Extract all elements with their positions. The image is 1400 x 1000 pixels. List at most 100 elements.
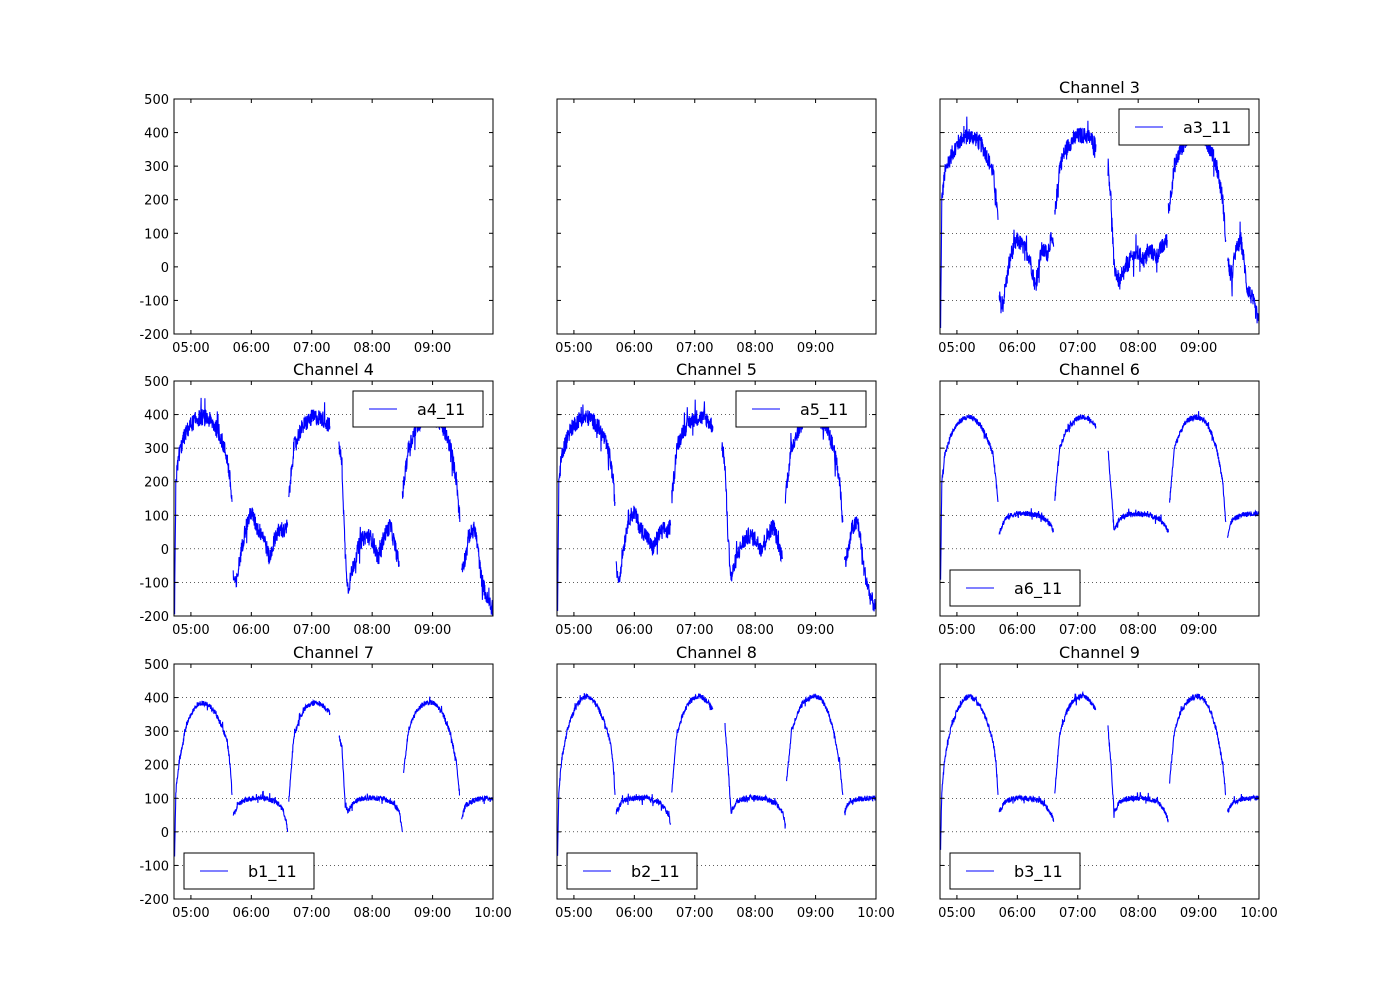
series-line-segment: [844, 516, 876, 612]
subplot-title: Channel 6: [1059, 360, 1140, 379]
series-line-segment: [288, 698, 331, 802]
series-line-segment: [461, 794, 493, 820]
series-line-segment: [174, 700, 233, 857]
y-tick-label: 300: [144, 442, 169, 457]
series-line-segment: [1169, 693, 1227, 796]
legend: a3_11: [1118, 108, 1250, 146]
subplot-7: -200 -100 0 100 200 300 400 500 05:00 06:00 07:00 0…: [139, 643, 511, 921]
axes-frame: [556, 663, 877, 900]
subplot-title: Channel 3: [1059, 78, 1140, 97]
series-line-segment: [1227, 509, 1259, 538]
x-tick-label: 06:00: [616, 623, 653, 638]
series-line-segment: [1227, 793, 1259, 814]
legend: a4_11: [352, 390, 484, 428]
subplot-8: 05:00 06:00 07:00 08:00 09:00 10:00 Channel 8 b…: [555, 643, 895, 921]
axes-frame: [173, 98, 494, 335]
series-line-segment: [786, 693, 844, 795]
x-tick-label: 05:00: [938, 906, 975, 921]
x-tick-label: 10:00: [857, 906, 894, 921]
series-line-segment: [288, 402, 331, 498]
x-tick-label: 06:00: [999, 623, 1036, 638]
series-line-segment: [403, 696, 461, 796]
x-tick-label: 10:00: [474, 906, 511, 921]
x-tick-label: 09:00: [1180, 906, 1217, 921]
x-tick-label: 05:00: [938, 623, 975, 638]
x-tick-label: 09:00: [797, 623, 834, 638]
subplot-title: Channel 4: [293, 360, 374, 379]
series-line-segment: [232, 507, 289, 588]
x-tick-label: 08:00: [736, 341, 773, 356]
y-tick-label: -100: [139, 576, 169, 591]
subplot-title: Channel 7: [293, 643, 374, 662]
subplot-6: 05:00 06:00 07:00 08:00 09:00 Channel 6 a6_11: [938, 360, 1260, 638]
x-tick-label: 08:00: [1119, 906, 1156, 921]
x-tick-label: 06:00: [233, 623, 270, 638]
series-line-segment: [557, 693, 616, 856]
x-tick-label: 08:00: [353, 623, 390, 638]
y-tick-label: -100: [139, 859, 169, 874]
series-line-segment: [998, 229, 1055, 314]
y-tick-label: -200: [139, 610, 169, 625]
x-tick-label: 06:00: [233, 341, 270, 356]
series-line-segment: [1169, 411, 1227, 523]
x-tick-label: 07:00: [293, 341, 330, 356]
series-line-segment: [998, 508, 1055, 535]
series-line-segment: [338, 735, 403, 832]
y-tick-label: 200: [144, 194, 169, 209]
axes-frame: [939, 663, 1260, 900]
series-line-segment: [671, 399, 714, 504]
y-tick-label: 200: [144, 476, 169, 491]
series-line-segment: [557, 404, 616, 612]
series-line-segment: [671, 693, 714, 793]
x-tick-label: 05:00: [555, 906, 592, 921]
legend-label: a5_11: [800, 400, 848, 420]
x-tick-label: 09:00: [414, 906, 451, 921]
x-tick-label: 09:00: [797, 341, 834, 356]
subplot-2: 05:00 06:00 07:00 08:00 09:00: [555, 98, 877, 356]
x-tick-label: 07:00: [1059, 341, 1096, 356]
subplot-5: 05:00 06:00 07:00 08:00 09:00 Channel 5 a5_11: [555, 360, 877, 638]
y-tick-label: 0: [161, 826, 169, 841]
series-line-segment: [1054, 414, 1097, 501]
series-line-segment: [1054, 690, 1097, 794]
x-tick-label: 06:00: [999, 906, 1036, 921]
x-tick-label: 09:00: [414, 341, 451, 356]
y-tick-label: 0: [161, 261, 169, 276]
axes-frame: [173, 380, 494, 617]
series-line-segment: [721, 442, 783, 582]
y-tick-label: 500: [144, 375, 169, 390]
x-tick-label: 07:00: [676, 341, 713, 356]
x-tick-label: 08:00: [1119, 623, 1156, 638]
series-line-segment: [338, 441, 400, 594]
legend: b1_11: [183, 852, 315, 890]
axes-frame: [556, 98, 877, 335]
x-tick-label: 08:00: [736, 906, 773, 921]
series-line-segment: [1107, 158, 1168, 290]
series-line-segment: [232, 790, 289, 832]
series-line-segment: [615, 793, 672, 825]
series-line-segment: [1107, 450, 1169, 533]
x-tick-label: 09:00: [797, 906, 834, 921]
legend-label: b3_11: [1014, 862, 1063, 882]
x-tick-label: 07:00: [676, 623, 713, 638]
y-tick-label: 500: [144, 93, 169, 108]
series-line-segment: [1107, 725, 1169, 823]
series-line-segment: [615, 505, 672, 583]
x-tick-label: 07:00: [1059, 623, 1096, 638]
x-tick-label: 05:00: [172, 623, 209, 638]
x-tick-label: 10:00: [1240, 906, 1277, 921]
series-line-segment: [1054, 120, 1097, 215]
y-tick-label: 0: [161, 543, 169, 558]
series-line-segment: [461, 521, 493, 616]
legend-label: a3_11: [1183, 118, 1231, 138]
subplot-4: -200 -100 0 100 200 300 400 500 05:00 06:00 07:00 0…: [139, 360, 494, 638]
x-tick-label: 06:00: [616, 341, 653, 356]
legend-label: b1_11: [248, 862, 297, 882]
subplot-title: Channel 5: [676, 360, 757, 379]
x-tick-label: 07:00: [1059, 906, 1096, 921]
x-tick-label: 05:00: [172, 906, 209, 921]
x-tick-label: 08:00: [736, 623, 773, 638]
axes-frame: [939, 380, 1260, 617]
axes-frame: [939, 98, 1260, 335]
